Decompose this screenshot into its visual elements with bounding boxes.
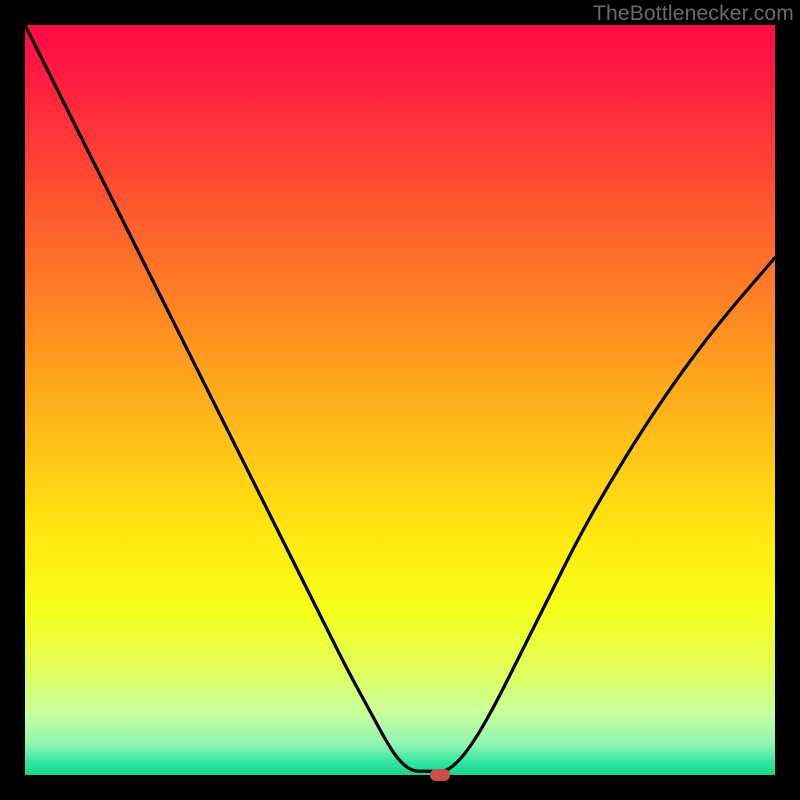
plot-svg	[25, 25, 775, 775]
plot-area	[25, 25, 775, 775]
optimal-point-marker	[430, 769, 450, 781]
watermark-text: TheBottlenecker.com	[593, 2, 794, 26]
outer-frame: TheBottlenecker.com	[0, 0, 800, 800]
